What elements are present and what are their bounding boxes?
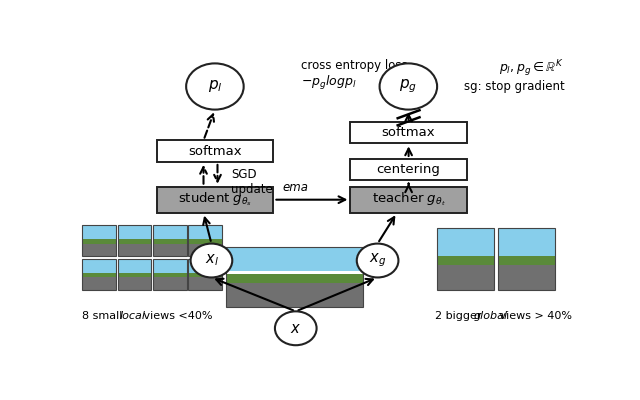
Text: student $g_{\theta_s}$: student $g_{\theta_s}$ [178,191,252,208]
Text: SGD
update: SGD update [231,168,273,196]
Bar [227,247,363,271]
Bar [437,256,494,265]
Text: $p_l, p_g \in \mathbb{R}^K$: $p_l, p_g \in \mathbb{R}^K$ [499,59,564,79]
Bar [498,265,555,290]
Bar [83,225,116,256]
Ellipse shape [186,63,244,110]
Bar [153,259,187,273]
Text: $x_l$: $x_l$ [205,253,218,268]
Bar [118,259,152,290]
Bar [83,244,116,256]
Bar [153,244,187,256]
Bar [437,228,494,290]
Ellipse shape [380,63,437,110]
Bar [83,225,116,239]
Text: sg: stop gradient: sg: stop gradient [465,80,565,93]
FancyBboxPatch shape [350,186,467,213]
Text: $x_g$: $x_g$ [369,252,386,269]
Bar [188,259,222,273]
Ellipse shape [275,311,317,345]
FancyBboxPatch shape [350,122,467,144]
FancyBboxPatch shape [157,186,273,213]
FancyBboxPatch shape [157,140,273,162]
Bar [118,244,152,256]
Bar [153,273,187,278]
Bar [437,265,494,290]
Bar [188,273,222,278]
Bar [498,256,555,265]
Bar [227,283,363,307]
Text: cross entropy loss:: cross entropy loss: [301,59,412,72]
Text: softmax: softmax [382,126,435,139]
Bar [118,225,152,239]
Bar [188,225,222,239]
Bar [188,239,222,244]
Bar [83,239,116,244]
Bar [153,225,187,239]
Bar [153,259,187,290]
Bar [118,239,152,244]
Bar [153,278,187,290]
Text: views > 40%: views > 40% [496,311,572,321]
Bar [188,278,222,290]
Text: softmax: softmax [188,145,242,158]
Text: local: local [120,311,146,321]
Text: $p_l$: $p_l$ [207,78,222,94]
Text: $p_g$: $p_g$ [399,78,417,95]
Bar [437,228,494,256]
Text: ema: ema [283,181,308,194]
Bar [153,239,187,244]
Bar [153,225,187,256]
Text: $-p_g log p_l$: $-p_g log p_l$ [301,74,356,92]
Text: views <40%: views <40% [140,311,212,321]
FancyBboxPatch shape [350,159,467,180]
Text: 8 small: 8 small [83,311,126,321]
Ellipse shape [191,244,232,278]
Bar [83,259,116,290]
Text: 2 bigger: 2 bigger [435,311,484,321]
Bar [227,247,363,307]
Bar [118,278,152,290]
Bar [227,274,363,283]
Bar [188,225,222,256]
Bar [83,259,116,273]
Text: teacher $g_{\theta_t}$: teacher $g_{\theta_t}$ [372,191,445,208]
Text: global: global [474,311,508,321]
Bar [83,273,116,278]
Bar [188,244,222,256]
Bar [118,225,152,256]
Bar [83,278,116,290]
Text: centering: centering [377,163,440,176]
Bar [498,228,555,256]
Bar [188,259,222,290]
Bar [118,273,152,278]
Text: $x$: $x$ [290,321,301,336]
Bar [118,259,152,273]
Bar [498,228,555,290]
Ellipse shape [356,244,399,278]
